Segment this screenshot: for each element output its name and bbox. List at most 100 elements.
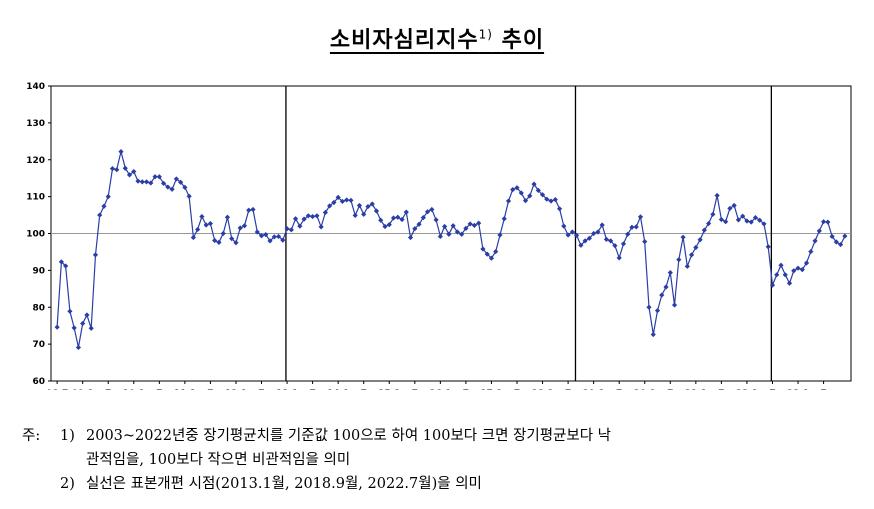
data-point [382,223,388,230]
data-point [769,282,776,288]
data-point [748,219,754,225]
data-point [275,233,282,240]
data-point [361,211,367,217]
data-point [75,344,82,351]
data-point [182,184,188,191]
data-point [612,243,618,249]
x-tick-label: 7 [514,389,520,390]
data-point [233,240,239,246]
data-point [433,217,439,223]
data-point [565,232,571,238]
data-point [476,220,482,226]
data-point [403,209,409,215]
data-point [493,248,499,255]
data-point [424,209,431,215]
data-point [480,246,486,252]
data-point [126,172,133,178]
data-point [229,236,235,242]
data-point [459,231,465,237]
data-point [825,219,831,225]
data-point [80,320,86,327]
y-tick-label: 90 [32,266,45,276]
x-tick-label: 7 [463,389,469,390]
data-point [697,237,703,243]
data-point [539,192,546,198]
data-point [207,220,214,227]
data-point [816,228,822,234]
y-tick-label: 140 [26,82,45,92]
data-point [744,218,750,224]
data-point [92,252,99,258]
data-point [237,225,243,231]
data-point [514,185,520,191]
data-point [544,196,550,202]
x-tick-label: 7 [207,389,213,390]
data-point [608,238,614,244]
x-tick-label: 13.1 [276,389,298,390]
data-point [131,168,137,175]
data-point [680,234,686,240]
x-tick-label: 7 [105,389,111,390]
data-point [603,236,610,242]
x-tick-label: 7 [565,389,571,390]
data-point [212,237,218,244]
y-tick-label: 110 [26,193,45,203]
data-point [510,187,516,193]
x-tick-label: 23.1 [787,389,809,390]
data-point [714,192,720,199]
data-point [778,262,784,268]
data-point [254,229,260,235]
data-point [135,178,141,184]
data-point [654,307,661,314]
y-tick-label: 70 [32,340,45,350]
data-point [84,312,90,318]
data-point [667,269,673,276]
x-tick-label: 15.1 [378,389,400,390]
data-point [740,213,746,219]
footnote-1-number: 1) [60,428,75,444]
data-point [156,174,162,180]
data-point [165,184,171,190]
data-point [688,252,695,258]
data-point [373,208,380,214]
data-point [143,179,150,185]
data-point [765,244,771,250]
data-point [118,149,124,155]
x-tick-label: 09.1 [72,389,94,390]
x-tick-label: 7 [309,389,315,390]
data-point [646,304,652,310]
data-point [450,223,456,229]
x-tick-label: 7 [667,389,673,390]
data-point [348,197,354,203]
y-tick-label: 100 [26,230,45,240]
data-point [663,284,669,290]
data-point [195,226,201,233]
data-point [842,233,848,239]
data-point [786,280,793,286]
data-point [88,325,94,331]
data-point [301,216,307,222]
x-tick-label: 7 [361,389,367,390]
data-point [310,213,316,220]
x-tick-label: 19.1 [583,389,605,390]
data-point [148,180,154,186]
data-point [297,223,303,229]
data-point [791,268,797,274]
x-tick-label: 16.1 [429,389,451,390]
data-point [246,207,252,213]
data-point [586,235,592,241]
data-point [429,206,435,213]
data-point [109,166,116,172]
data-point [838,241,844,248]
y-tick-label: 120 [26,156,45,166]
data-point [684,263,690,269]
data-point [122,165,128,171]
data-point [497,232,503,238]
data-point [67,308,73,314]
data-point [463,225,469,231]
data-point [327,203,333,209]
y-tick-label: 80 [32,303,45,313]
chart-title: 소비자심리지수1) 추이 [0,22,874,54]
data-point [637,214,644,220]
data-point [203,222,209,228]
